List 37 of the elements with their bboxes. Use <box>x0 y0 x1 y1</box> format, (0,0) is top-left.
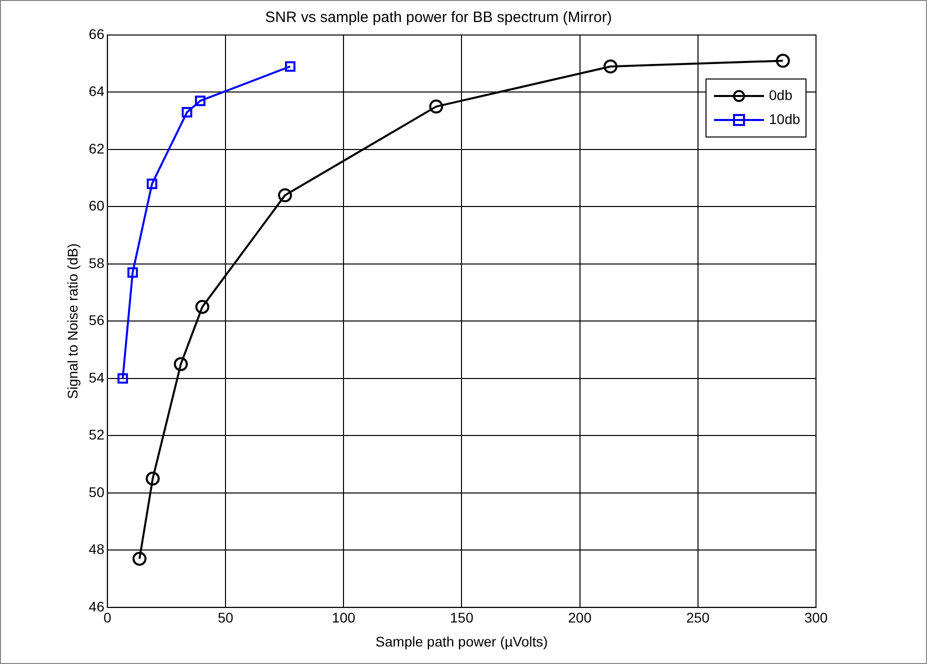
y-tick-label: 54 <box>88 369 105 386</box>
x-tick-label: 200 <box>568 610 592 626</box>
x-tick-label: 0 <box>103 610 112 626</box>
point <box>127 267 138 278</box>
point <box>146 472 160 486</box>
point <box>194 96 206 106</box>
x-tick-label: 50 <box>218 610 234 626</box>
point <box>278 188 292 202</box>
y-tick-label: 46 <box>88 598 105 614</box>
point <box>284 61 296 72</box>
x-tick-label: 300 <box>804 610 828 626</box>
chart-title: SNR vs sample path power for BB spectrum (Mirror) <box>265 9 612 26</box>
point <box>132 552 146 566</box>
point <box>429 100 444 114</box>
point <box>776 54 790 68</box>
y-tick-label: 48 <box>88 541 105 558</box>
x-tick-label: 150 <box>450 610 474 626</box>
y-axis-title: Signal to Noise ratio (dB) <box>64 243 80 400</box>
y-tick-label: 56 <box>88 312 105 328</box>
point <box>182 107 192 118</box>
y-tick-label: 60 <box>88 198 105 214</box>
y-tick-label: 50 <box>88 484 105 500</box>
y-tick-label: 64 <box>88 83 105 100</box>
y-tick-label: 66 <box>88 26 105 42</box>
x-axis-title: Sample path power (µVolts) <box>376 633 548 650</box>
x-tick-label: 250 <box>686 610 710 626</box>
point <box>146 178 158 190</box>
point <box>604 59 618 74</box>
x-tick-label: 100 <box>332 610 356 626</box>
point <box>117 373 128 384</box>
y-tick-label: 58 <box>88 254 105 271</box>
legend-label: 10db <box>769 110 800 127</box>
legend-label: 0db <box>769 86 793 103</box>
point <box>174 357 188 372</box>
point <box>195 300 210 314</box>
y-tick-label: 62 <box>88 140 105 156</box>
y-tick-label: 52 <box>88 426 105 443</box>
